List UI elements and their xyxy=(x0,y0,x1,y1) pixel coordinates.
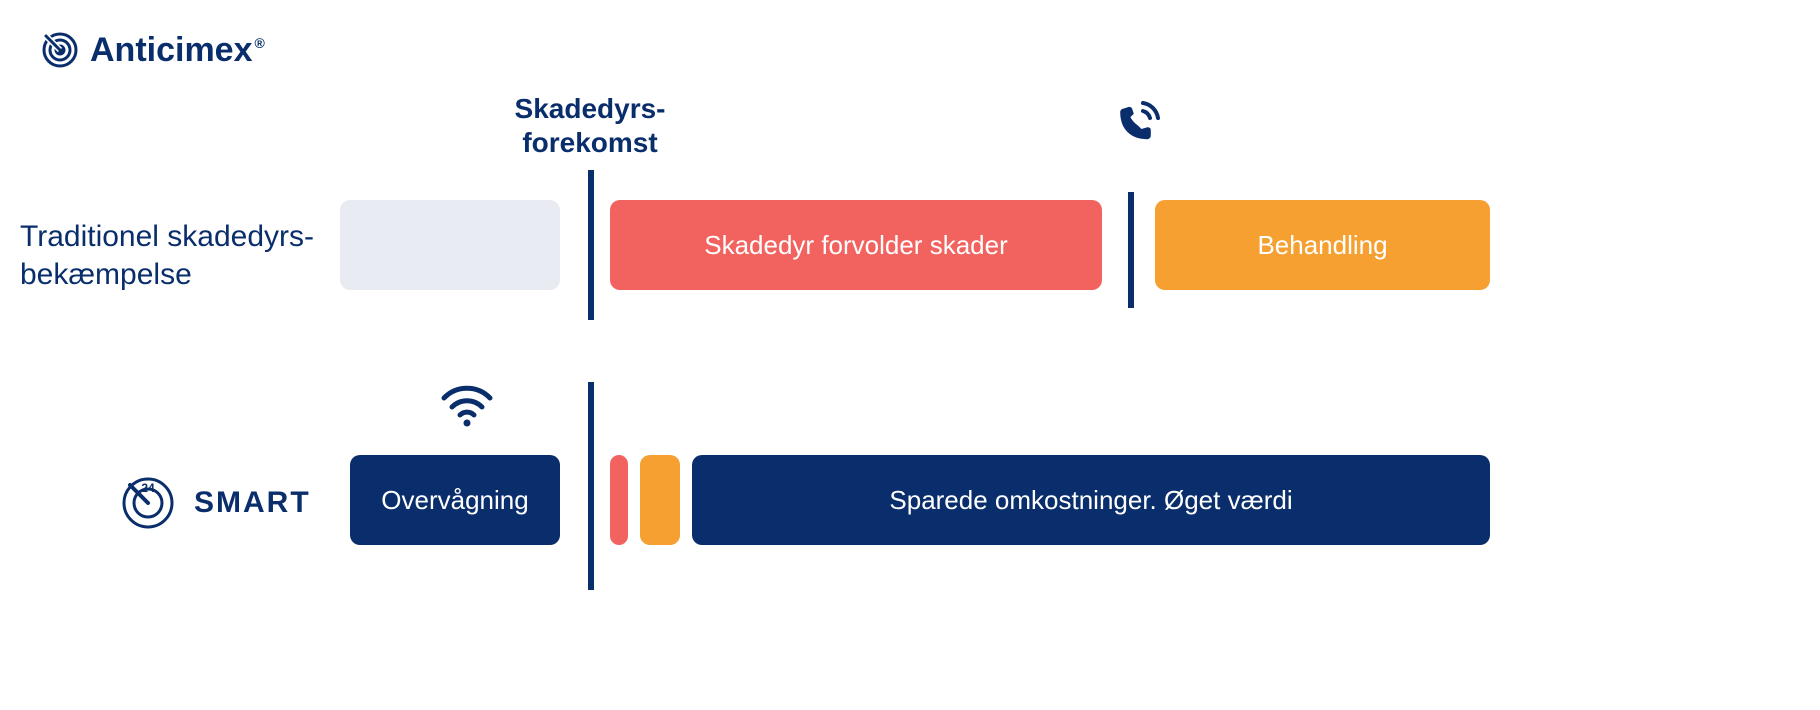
row2-label: 24 SMART xyxy=(120,475,311,531)
brand-logo: Anticimex® xyxy=(40,30,265,70)
row1-label: Traditionel skadedyrs- bekæmpelse xyxy=(20,218,314,293)
row2-bar-monitoring: Overvågning xyxy=(350,455,560,545)
row1-bar-treatment: Behandling xyxy=(1155,200,1490,290)
phone-icon xyxy=(1110,95,1166,156)
brand-name: Anticimex® xyxy=(90,31,265,70)
smart-24-icon: 24 xyxy=(120,475,176,531)
row2-bar-treatment-slice xyxy=(640,455,680,545)
smart-text: SMART xyxy=(194,486,311,520)
marker-line-row2 xyxy=(588,382,594,590)
wifi-icon xyxy=(438,378,496,433)
row1-bar-1 xyxy=(340,200,560,290)
target-icon xyxy=(40,30,80,70)
row2-bar-savings: Sparede omkostninger. Øget værdi xyxy=(692,455,1490,545)
row2-bar-damage-slice xyxy=(610,455,628,545)
marker-line-call xyxy=(1128,192,1134,308)
svg-text:24: 24 xyxy=(141,481,155,495)
row1-bar-damage: Skadedyr forvolder skader xyxy=(610,200,1102,290)
marker-line-occurrence xyxy=(588,170,594,320)
marker-label-occurrence: Skadedyrs- forekomst xyxy=(500,92,680,159)
